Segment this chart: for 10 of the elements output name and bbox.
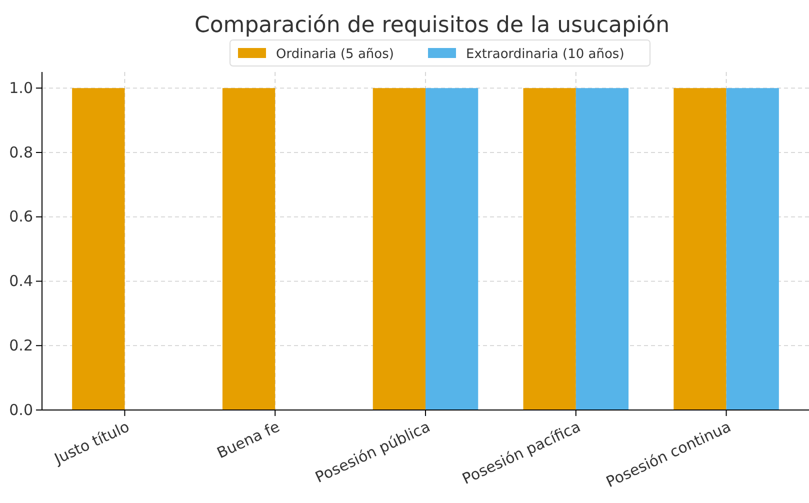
y-tick-label: 0.8 [9,143,33,162]
legend-label: Ordinaria (5 años) [276,47,394,62]
y-tick-label: 0.6 [9,208,33,226]
y-tick-label: 0.2 [9,336,33,354]
y-tick-label: 0.4 [9,272,33,290]
y-tick-label: 1.0 [9,78,33,97]
chart-title: Comparación de requisitos de la usucapión [194,13,670,38]
x-tick-label: Justo título [50,418,132,468]
y-tick-label: 0.0 [9,400,33,419]
legend-label: Extraordinaria (10 años) [466,47,624,62]
